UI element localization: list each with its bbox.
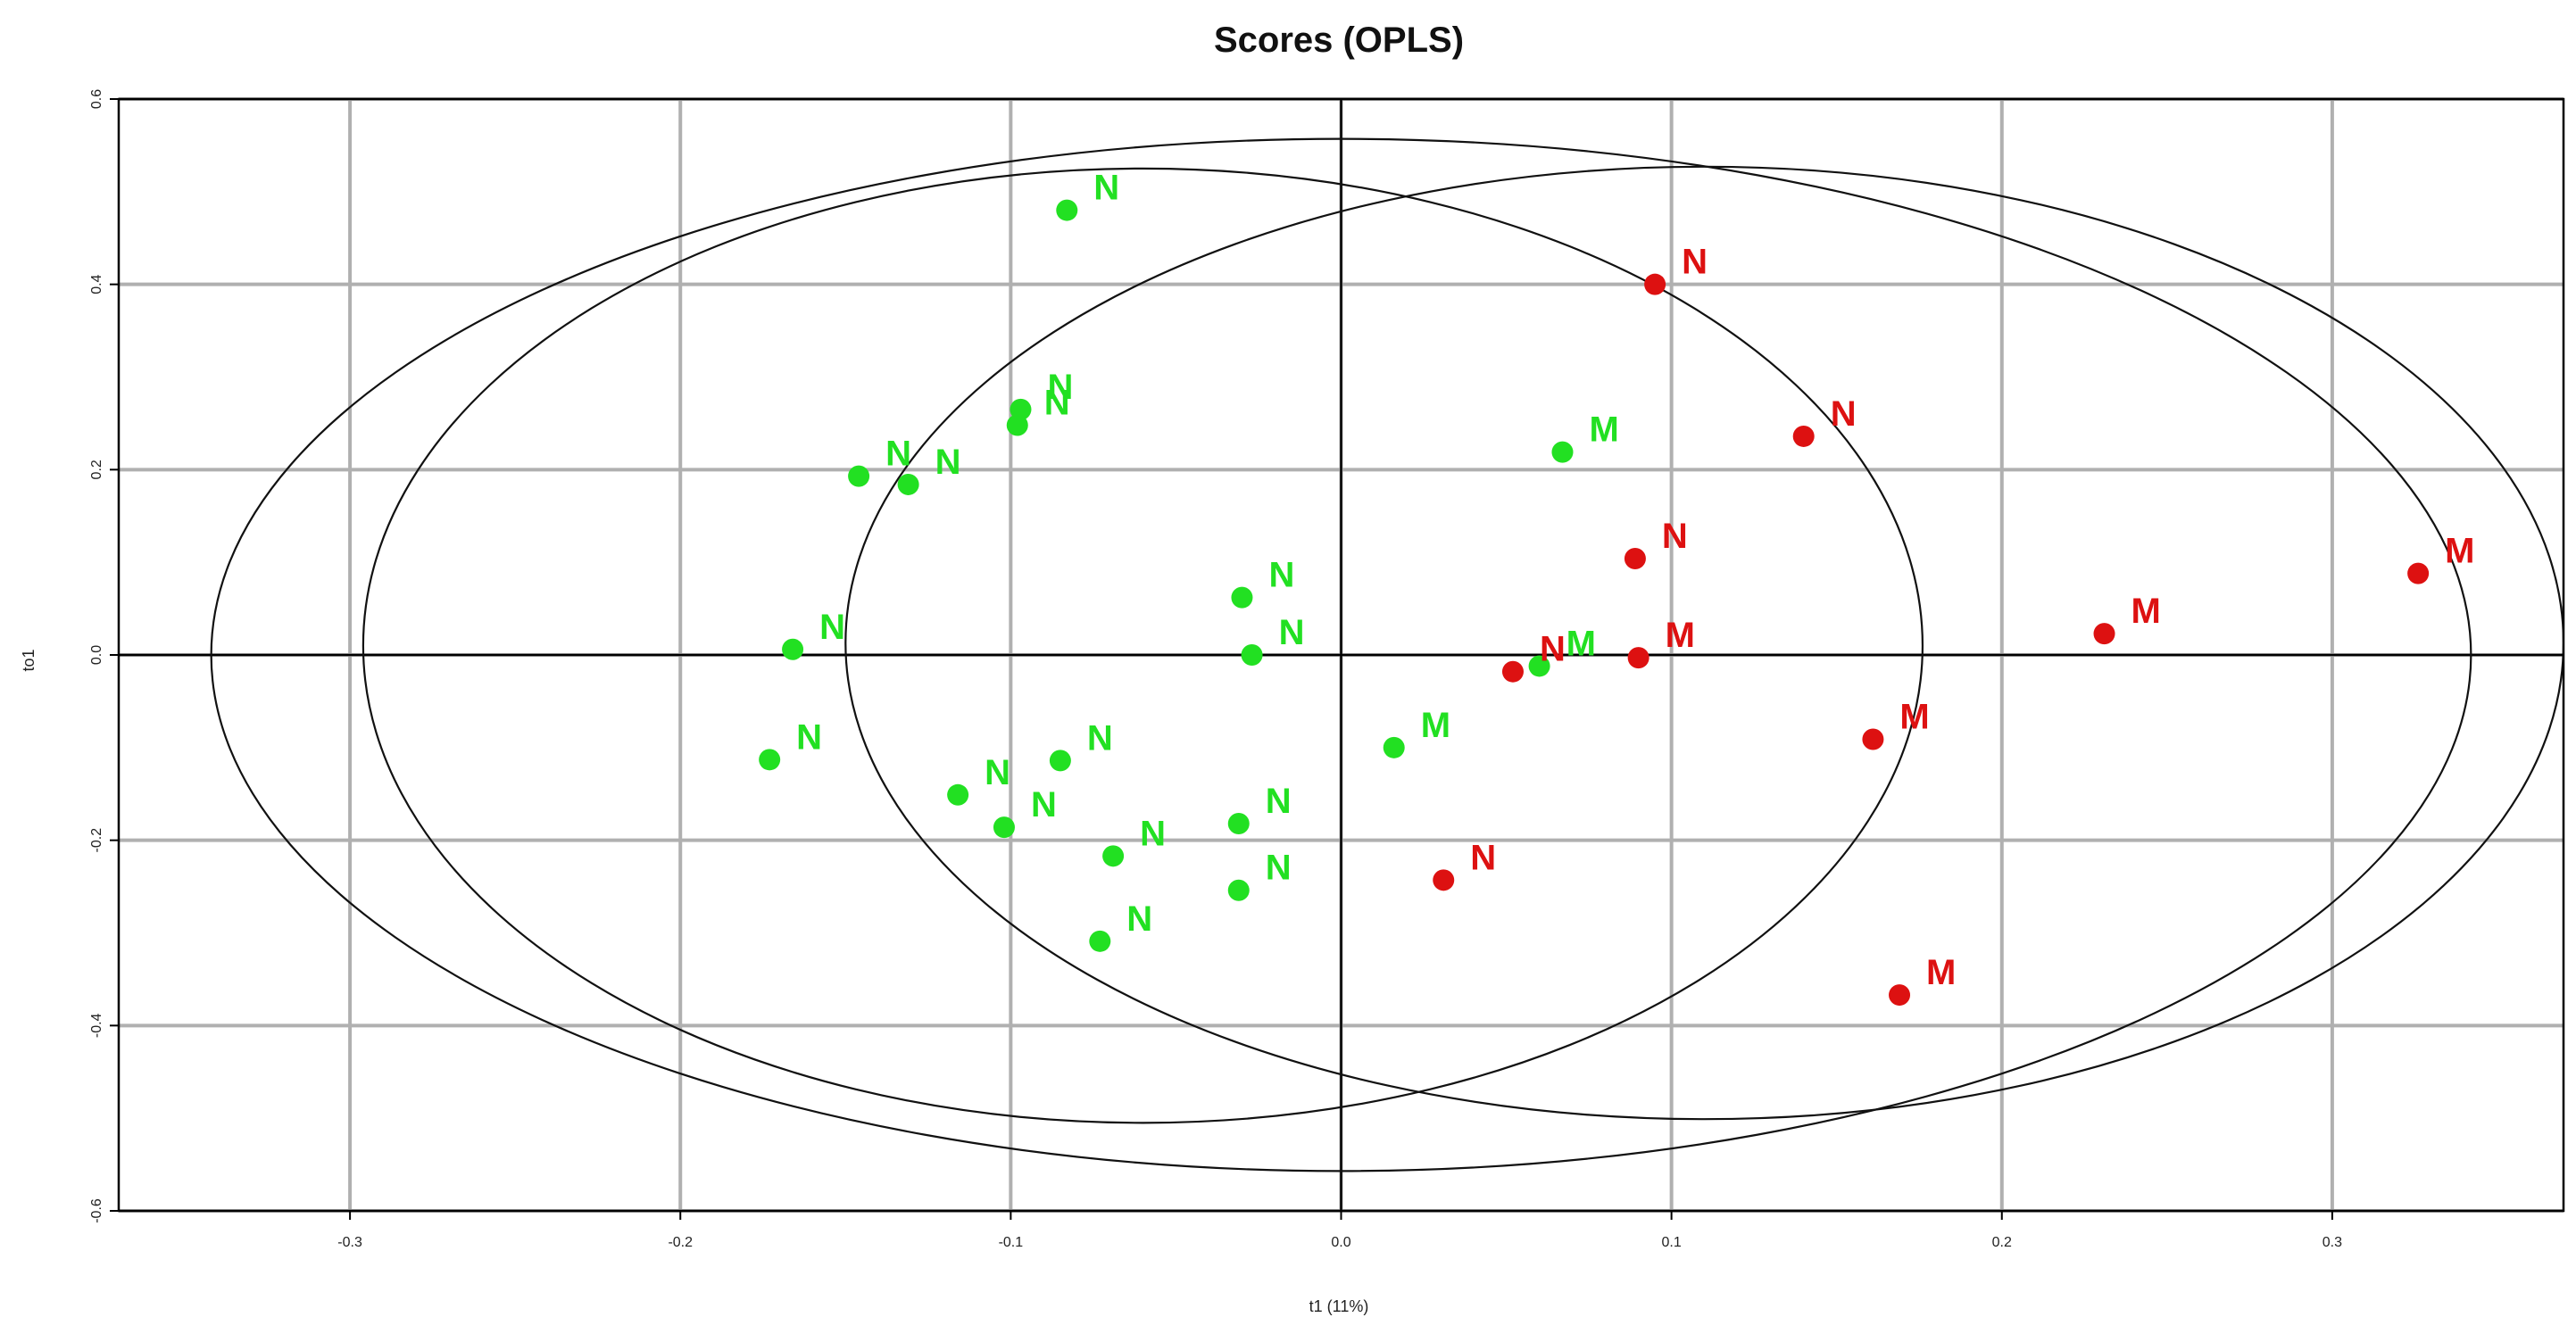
point-label: M bbox=[1566, 624, 1596, 663]
point-label: N bbox=[1140, 814, 1166, 853]
data-point bbox=[897, 473, 919, 495]
point-label: N bbox=[1682, 243, 1708, 282]
point-label: N bbox=[985, 753, 1010, 792]
x-tick-label: -0.2 bbox=[668, 1235, 693, 1250]
x-axis-ticks: -0.3 -0.2 -0.1 0.0 0.1 0.2 0.3 bbox=[337, 1211, 2342, 1250]
point-label: M bbox=[2445, 532, 2474, 571]
data-point bbox=[782, 638, 804, 660]
data-point bbox=[2093, 623, 2115, 645]
y-tick-label: 0.4 bbox=[89, 274, 104, 294]
data-point bbox=[848, 465, 870, 487]
data-point bbox=[2407, 562, 2430, 584]
data-point bbox=[993, 816, 1015, 839]
data-point bbox=[1862, 728, 1884, 750]
point-label: N bbox=[1087, 718, 1113, 758]
point-label: N bbox=[1266, 849, 1292, 888]
x-tick-label: 0.0 bbox=[1331, 1235, 1350, 1250]
point-label: M bbox=[1666, 616, 1695, 655]
data-point bbox=[1624, 548, 1646, 570]
x-axis-label: t1 (11%) bbox=[1309, 1297, 1369, 1315]
data-point bbox=[1227, 812, 1250, 834]
point-label: N bbox=[1031, 785, 1057, 824]
point-label: N bbox=[796, 717, 822, 757]
x-tick-label: 0.3 bbox=[2323, 1235, 2342, 1250]
point-label: N bbox=[1268, 556, 1294, 595]
point-label: N bbox=[1126, 899, 1152, 939]
data-point bbox=[1089, 930, 1111, 952]
confidence-ellipse-1 bbox=[210, 137, 2472, 1172]
data-point bbox=[1006, 414, 1028, 436]
data-point bbox=[1049, 750, 1071, 772]
point-label: N bbox=[1540, 630, 1566, 669]
point-label: M bbox=[1926, 953, 1956, 992]
y-tick-label: 0.0 bbox=[89, 645, 104, 665]
x-tick-label: 0.1 bbox=[1662, 1235, 1682, 1250]
data-point bbox=[1241, 644, 1263, 666]
point-label: N bbox=[1266, 782, 1292, 821]
data-point bbox=[1528, 655, 1550, 677]
data-point bbox=[1627, 647, 1649, 669]
point-label: N bbox=[1093, 169, 1119, 208]
data-point bbox=[1102, 845, 1125, 867]
y-tick-label: -0.2 bbox=[89, 828, 104, 853]
y-tick-label: -0.6 bbox=[89, 1198, 104, 1223]
point-label: N bbox=[1047, 368, 1073, 407]
point-label: N bbox=[1662, 517, 1688, 556]
point-label: N bbox=[1044, 383, 1070, 422]
y-axis-ticks: -0.6 -0.4 -0.2 0.0 0.2 0.4 0.6 bbox=[89, 89, 119, 1223]
point-label: N bbox=[819, 608, 845, 647]
x-tick-label: -0.1 bbox=[999, 1235, 1024, 1250]
point-label: N bbox=[1470, 838, 1496, 877]
point-label: M bbox=[1421, 706, 1450, 745]
confidence-ellipse-2 bbox=[361, 167, 1924, 1124]
y-tick-label: -0.4 bbox=[89, 1013, 104, 1038]
point-label: N bbox=[1279, 613, 1305, 652]
point-label: N bbox=[935, 443, 961, 482]
data-point bbox=[1227, 879, 1250, 901]
data-point bbox=[1383, 736, 1405, 758]
data-point bbox=[1501, 660, 1524, 683]
point-label: N bbox=[885, 435, 911, 474]
data-point bbox=[1889, 984, 1911, 1007]
point-label: N bbox=[1831, 394, 1857, 434]
data-point bbox=[1644, 273, 1666, 295]
data-point bbox=[1433, 869, 1455, 891]
data-point bbox=[1551, 441, 1574, 463]
y-tick-label: 0.2 bbox=[89, 460, 104, 479]
data-point bbox=[1792, 425, 1815, 447]
point-label: M bbox=[1589, 410, 1618, 450]
data-point bbox=[947, 783, 969, 806]
data-point bbox=[1056, 199, 1078, 221]
confidence-ellipses bbox=[210, 137, 2564, 1172]
x-tick-label: -0.3 bbox=[337, 1235, 362, 1250]
y-axis-label: to1 bbox=[20, 649, 37, 671]
zero-axis-lines bbox=[119, 99, 2564, 1211]
x-tick-label: 0.2 bbox=[1992, 1235, 2012, 1250]
confidence-ellipse-3 bbox=[844, 165, 2564, 1121]
y-tick-label: 0.6 bbox=[89, 89, 104, 109]
data-point bbox=[759, 749, 781, 771]
score-points bbox=[759, 199, 2430, 1007]
chart-title: Scores (OPLS) bbox=[1214, 21, 1464, 60]
point-label: M bbox=[2131, 592, 2161, 631]
point-label: M bbox=[1899, 697, 1929, 736]
data-point bbox=[1231, 586, 1253, 609]
